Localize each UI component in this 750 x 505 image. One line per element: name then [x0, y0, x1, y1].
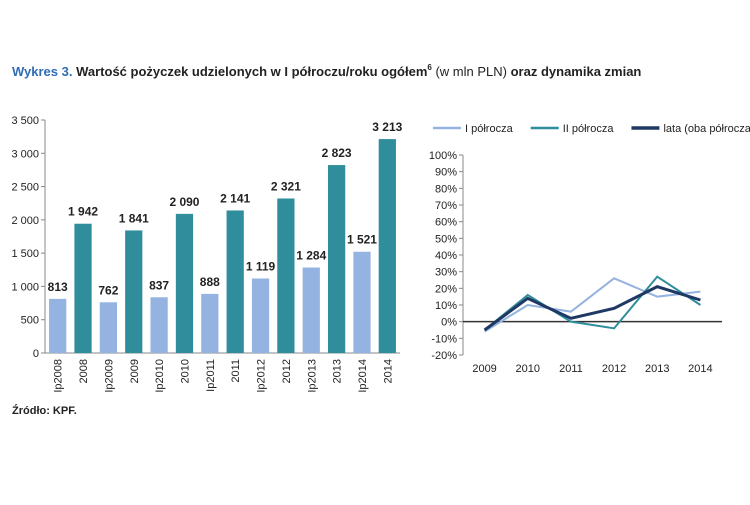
x-tick-label: Ip2012 — [256, 359, 268, 393]
bar — [353, 251, 371, 353]
bar — [175, 213, 194, 353]
footnote: 6 — [427, 63, 432, 72]
bar — [378, 139, 396, 353]
bar — [226, 210, 244, 353]
y-tick-label: 2 500 — [11, 182, 39, 194]
x-tick-label: 2010 — [179, 359, 191, 383]
y-tick-label: 0% — [441, 317, 457, 329]
x-tick-label: 2014 — [688, 363, 712, 375]
x-tick-label: 2013 — [332, 359, 344, 383]
value-label: 2 321 — [271, 179, 301, 193]
bar — [99, 302, 118, 353]
y-tick-label: 1 500 — [11, 248, 39, 260]
x-tick-label: Ip2011 — [205, 359, 217, 392]
value-label: 1 942 — [68, 205, 98, 219]
legend-label: I półrocza — [465, 123, 514, 135]
figure-label: Wykres 3. — [12, 64, 72, 79]
value-label: 888 — [200, 275, 220, 289]
y-tick-label: 20% — [435, 283, 457, 295]
bar — [74, 223, 92, 353]
value-label: 1 119 — [246, 260, 276, 274]
x-tick-label: 2012 — [602, 363, 626, 375]
value-label: 1 284 — [296, 249, 326, 263]
x-tick-label: 2011 — [559, 363, 583, 375]
x-tick-label: 2012 — [281, 359, 293, 383]
value-label: 813 — [48, 280, 68, 294]
bar — [125, 230, 143, 353]
y-tick-label: 30% — [435, 267, 457, 279]
x-tick-label: 2013 — [645, 363, 669, 375]
x-tick-label: 2011 — [230, 359, 242, 383]
value-label: 2 090 — [169, 195, 199, 209]
value-label: 762 — [98, 283, 118, 297]
x-tick-label: 2010 — [516, 363, 540, 375]
series-line — [483, 285, 701, 332]
y-tick-label: 2 000 — [11, 215, 39, 227]
x-tick-label: Ip2010 — [154, 359, 166, 393]
series-line — [483, 275, 701, 331]
y-tick-label: -10% — [431, 333, 457, 345]
value-label: 3 213 — [372, 120, 402, 134]
title-end: oraz dynamika zmian — [511, 64, 642, 79]
y-tick-label: 500 — [21, 315, 39, 327]
x-tick-label: Ip2008 — [53, 359, 65, 393]
y-tick-label: 50% — [435, 233, 457, 245]
value-label: 837 — [149, 278, 169, 292]
bar — [277, 198, 295, 353]
bar — [150, 297, 168, 353]
bar — [49, 298, 67, 353]
bar — [302, 267, 320, 353]
y-tick-label: 10% — [435, 300, 457, 312]
title: Wartość pożyczek udzielonych w I półrocz… — [76, 64, 427, 79]
x-tick-label: Ip2013 — [306, 359, 318, 393]
value-label: 1 521 — [347, 233, 377, 247]
y-tick-label: 70% — [435, 200, 457, 212]
bar — [201, 293, 219, 353]
y-tick-label: 3 500 — [11, 115, 39, 127]
x-tick-label: 2009 — [129, 359, 141, 383]
x-tick-label: 2009 — [472, 363, 496, 375]
bar — [251, 278, 270, 353]
y-tick-label: 1 000 — [11, 281, 39, 293]
y-tick-label: 3 000 — [11, 148, 39, 160]
y-tick-label: 80% — [435, 183, 457, 195]
series-line — [484, 277, 701, 333]
legend-label: lata (oba półrocza) — [663, 123, 750, 135]
x-tick-label: Ip2014 — [357, 359, 369, 393]
x-tick-label: 2008 — [78, 359, 90, 383]
bar — [327, 165, 346, 353]
x-tick-label: Ip2009 — [103, 359, 115, 393]
y-tick-label: 100% — [429, 150, 457, 162]
y-tick-label: 90% — [435, 167, 457, 179]
legend-label: II półrocza — [563, 123, 615, 135]
unit: (w mln PLN) — [435, 64, 507, 79]
y-tick-label: 60% — [435, 217, 457, 229]
value-label: 2 823 — [322, 146, 352, 160]
y-tick-label: 40% — [435, 250, 457, 262]
source: Źródło: KPF. — [12, 404, 77, 417]
value-label: 2 141 — [220, 191, 250, 205]
value-label: 1 841 — [119, 211, 149, 225]
y-tick-label: -20% — [431, 350, 457, 362]
header: Wykres 3. Wartość pożyczek udzielonych w… — [12, 58, 641, 79]
y-tick-label: 0 — [33, 348, 39, 360]
x-tick-label: 2014 — [382, 359, 394, 383]
